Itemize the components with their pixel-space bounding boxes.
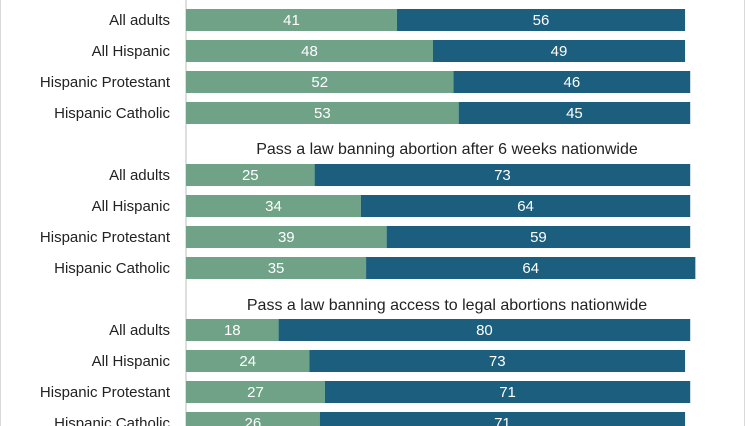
data-label: 48 [301,43,318,60]
category-label: All adults [109,322,170,339]
category-label: All Hispanic [92,43,171,60]
bar-left-segment [186,102,459,124]
bar-right-segment [366,257,696,279]
category-label: Hispanic Protestant [40,384,171,401]
data-label: 52 [311,74,328,91]
bar-left-segment [186,319,279,341]
data-label: 41 [283,12,300,29]
bar-right-segment [458,102,691,124]
data-label: 25 [242,167,259,184]
data-label: 39 [278,229,295,246]
bar-left-segment [186,257,367,279]
bar-right-segment [314,164,691,186]
category-label: All Hispanic [92,353,171,370]
panel-title: Pass a law banning access to legal abort… [247,297,647,314]
category-label: Hispanic Catholic [54,260,170,277]
data-label: 73 [489,353,506,370]
bar-right-segment [453,71,691,93]
data-label: 80 [476,322,493,339]
bar-right-segment [319,412,686,426]
data-label: 64 [522,260,539,277]
data-label: 35 [268,260,285,277]
category-label: All adults [109,167,170,184]
bar-left-segment [186,40,433,62]
data-label: 56 [533,12,550,29]
bar-left-segment [186,71,454,93]
data-label: 24 [239,353,256,370]
category-label: All Hispanic [92,198,171,215]
data-label: 18 [224,322,241,339]
data-label: 49 [551,43,568,60]
bar-left-segment [186,381,325,403]
bar-right-segment [309,350,686,372]
category-label: Hispanic Catholic [54,105,170,122]
data-label: 59 [530,229,547,246]
category-label: All adults [109,12,170,29]
data-label: 53 [314,105,331,122]
bar-left-segment [186,350,310,372]
bar-right-segment [432,40,686,62]
bar-left-segment [186,195,361,217]
bar-right-segment [396,9,686,31]
bar-right-segment [278,319,691,341]
data-label: 34 [265,198,282,215]
bar-left-segment [186,226,387,248]
panel-title: Pass a law banning abortion after 6 week… [256,141,638,158]
bar-right-segment [324,381,691,403]
data-label: 46 [564,74,581,91]
data-label: 45 [566,105,583,122]
bar-left-segment [186,9,397,31]
category-label: Hispanic Catholic [54,415,170,426]
data-label: 27 [247,384,264,401]
bar-left-segment [186,412,320,426]
bar-right-segment [386,226,691,248]
data-label: 64 [517,198,534,215]
data-label: 71 [494,415,511,426]
data-label: 73 [494,167,511,184]
bar-right-segment [360,195,691,217]
category-label: Hispanic Protestant [40,229,171,246]
data-label: 71 [499,384,516,401]
category-label: Hispanic Protestant [40,74,171,91]
bar-left-segment [186,164,315,186]
data-label: 26 [245,415,262,426]
